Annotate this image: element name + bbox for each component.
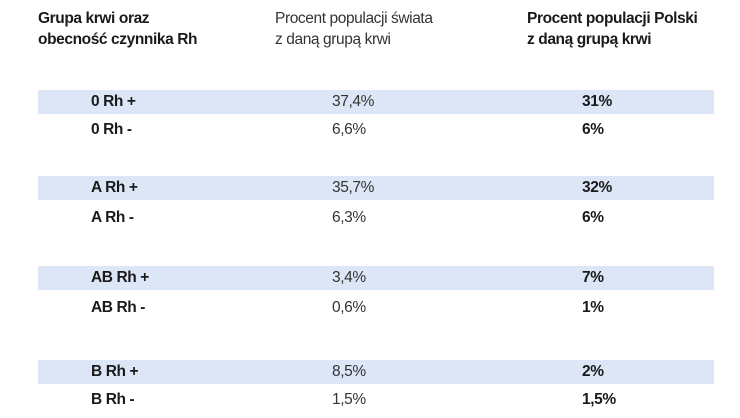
table-row: AB Rh + 3,4% 7% [38,266,714,290]
cell-blood-group: B Rh - [91,391,135,408]
table-row: A Rh + 35,7% 32% [38,176,714,200]
cell-blood-group: AB Rh - [91,299,146,316]
cell-poland-percent: 6% [582,209,604,226]
table-header: Grupa krwi oraz obecność czynnika Rh Pro… [0,8,740,68]
header-blood-group-line1: Grupa krwi oraz [38,10,150,27]
cell-world-percent: 6,6% [332,121,366,138]
table-row: 0 Rh - 6,6% 6% [38,118,714,142]
cell-poland-percent: 1,5% [582,391,616,408]
cell-blood-group: 0 Rh - [91,121,132,138]
cell-poland-percent: 31% [582,93,612,110]
cell-poland-percent: 2% [582,363,604,380]
header-world-percent-line1: Procent populacji świata [275,10,433,27]
table-row: B Rh + 8,5% 2% [38,360,714,384]
cell-blood-group: B Rh + [91,363,139,380]
header-blood-group-line2: obecność czynnika Rh [38,31,198,48]
header-world-percent-line2: z daną grupą krwi [275,31,391,48]
cell-blood-group: AB Rh + [91,269,149,286]
table-row: B Rh - 1,5% 1,5% [38,388,714,412]
cell-poland-percent: 1% [582,299,604,316]
cell-world-percent: 6,3% [332,209,366,226]
cell-world-percent: 37,4% [332,93,374,110]
header-world-percent: Procent populacji świata z daną grupą kr… [275,8,433,50]
table-row: AB Rh - 0,6% 1% [38,296,714,320]
header-poland-percent-line1: Procent populacji Polski [527,10,698,27]
cell-poland-percent: 6% [582,121,604,138]
table-row: A Rh - 6,3% 6% [38,206,714,230]
cell-world-percent: 8,5% [332,363,366,380]
cell-poland-percent: 7% [582,269,604,286]
header-poland-percent: Procent populacji Polski z daną grupą kr… [527,8,698,50]
table-row: 0 Rh + 37,4% 31% [38,90,714,114]
cell-blood-group: 0 Rh + [91,93,136,110]
header-poland-percent-line2: z daną grupą krwi [527,31,652,48]
cell-world-percent: 1,5% [332,391,366,408]
cell-poland-percent: 32% [582,179,612,196]
header-blood-group: Grupa krwi oraz obecność czynnika Rh [38,8,198,50]
cell-world-percent: 3,4% [332,269,366,286]
cell-blood-group: A Rh + [91,179,138,196]
cell-world-percent: 35,7% [332,179,374,196]
cell-world-percent: 0,6% [332,299,366,316]
cell-blood-group: A Rh - [91,209,134,226]
